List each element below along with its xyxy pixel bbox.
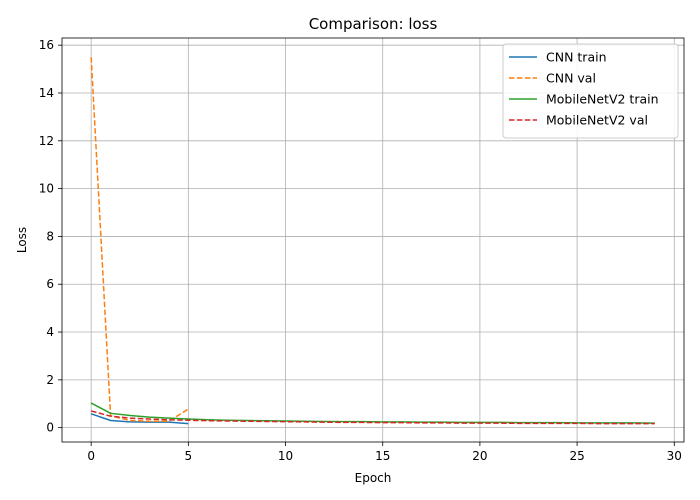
- plot-frame: [61, 37, 685, 443]
- y-tick-label: 2: [46, 373, 54, 387]
- y-tick-label: 12: [39, 134, 54, 148]
- legend-label: CNN val: [546, 71, 596, 86]
- y-tick-label: 16: [39, 38, 54, 52]
- y-tick-label: 10: [39, 182, 54, 196]
- y-tick-label: 14: [39, 86, 54, 100]
- x-tick-label: 20: [472, 449, 487, 463]
- series-line: [90, 57, 189, 422]
- y-tick-label: 0: [46, 421, 54, 435]
- series-line: [90, 413, 189, 425]
- series-line: [90, 410, 655, 425]
- y-tick-label: 8: [46, 229, 54, 243]
- y-tick-label: 6: [46, 277, 54, 291]
- x-tick-label: 15: [375, 449, 390, 463]
- legend-label: MobileNetV2 val: [546, 113, 648, 128]
- y-axis-label: Loss: [15, 227, 29, 253]
- x-tick-label: 25: [569, 449, 584, 463]
- legend-label: CNN train: [546, 50, 607, 65]
- x-tick-label: 5: [185, 449, 193, 463]
- chart-title: Comparison: loss: [309, 15, 438, 33]
- x-axis-label: Epoch: [355, 471, 392, 485]
- legend-box: [502, 43, 679, 139]
- legend: CNN train CNN val MobileNetV2 train MobileN…: [502, 43, 679, 139]
- series-layer: [90, 57, 655, 425]
- axis-ticks: 0 5 10 15 20 25 30 0 2 4 6 8 10 12 14 16: [39, 38, 682, 463]
- x-tick-label: 10: [278, 449, 293, 463]
- x-tick-label: 30: [667, 449, 682, 463]
- x-tick-label: 0: [87, 449, 95, 463]
- legend-label: MobileNetV2 train: [546, 92, 659, 107]
- series-line: [90, 402, 655, 424]
- y-tick-label: 4: [46, 325, 54, 339]
